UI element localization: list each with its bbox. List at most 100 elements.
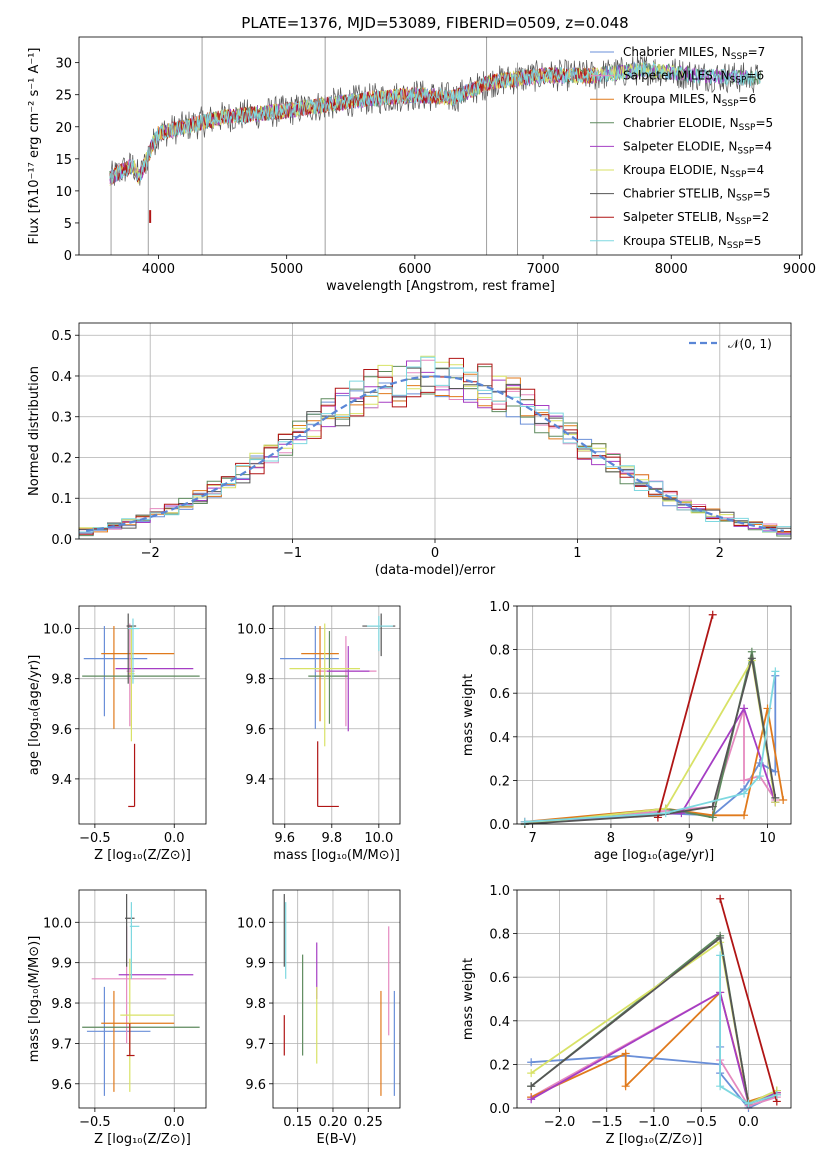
legend-entry-text: Salpeter MILES, N <box>623 69 730 83</box>
legend-entry-sub: SSP <box>731 52 748 62</box>
series-marker <box>527 1058 536 1067</box>
x-axis-label: age [log₁₀(age/yr)] <box>594 848 715 863</box>
errorbar-point-2 <box>101 990 175 1092</box>
chart-title: PLATE=1376, MJD=53089, FIBERID=0509, z=0… <box>241 14 628 32</box>
errorbar-point-0 <box>83 626 148 717</box>
errorbar-point-7 <box>317 741 339 808</box>
x-tick-label: 0.25 <box>354 1115 383 1130</box>
legend-entry-suffix: =5 <box>755 116 773 130</box>
y-axis: 0.0 0.2 0.4 0.6 0.8 1.0 <box>489 600 791 833</box>
legend-entry-text: Kroupa MILES, N <box>623 92 722 106</box>
legend-entry: Kroupa MILES, NSSP=6 <box>623 92 756 109</box>
series-marker <box>708 802 717 811</box>
y-axis: 9.6 9.7 9.8 9.9 10.0 <box>43 916 206 1093</box>
series-marker <box>527 1082 536 1091</box>
series-marker <box>755 772 764 781</box>
legend-entry: Salpeter ELODIE, NSSP=4 <box>623 139 772 156</box>
plot-area <box>78 355 791 539</box>
x-tick-label: 9.8 <box>321 831 342 846</box>
errorbar-point-7 <box>128 743 136 808</box>
errorbar-point-5 <box>289 623 361 747</box>
panel-weight-vs-age: 7 8 9 10 0.0 0.2 0.4 0.6 0.8 1.0 age [log₁₀(age/yr… <box>461 600 792 863</box>
series-line <box>657 614 714 818</box>
panel-mass-vs-z: −0.5 0.0 9.6 9.7 9.8 9.9 10.0 Z [log₁₀(Z/Z⊙)] ma… <box>27 889 207 1147</box>
series-marker <box>708 813 717 822</box>
y-tick-label: 1.0 <box>489 884 510 899</box>
y-axis-label: Normed distribution <box>27 366 42 496</box>
plot-area <box>82 894 200 1096</box>
y-tick-label: 1.0 <box>489 600 510 615</box>
legend-entry-text: Chabrier ELODIE, N <box>623 116 739 130</box>
y-axis-label: mass weight <box>461 674 476 756</box>
errorbar-point-4 <box>327 646 370 732</box>
series-marker <box>520 817 529 826</box>
series-marker <box>744 1099 753 1108</box>
y-tick-label: 9.8 <box>245 997 266 1012</box>
y-axis-label: mass weight <box>461 958 476 1040</box>
legend-entry-text: Salpeter STELIB, N <box>623 210 735 224</box>
y-tick-label: 9.8 <box>245 673 266 688</box>
y-tick-label: 0.2 <box>489 774 510 789</box>
panel-residuals: −2 −1 0 1 2 0.0 0.1 0.2 0.3 0.4 0.5 (data-model)/er… <box>27 322 792 578</box>
legend-entry: 𝒩(0, 1) <box>728 337 772 351</box>
x-tick-label: 0.0 <box>164 831 185 846</box>
y-tick-label: 5 <box>64 217 72 232</box>
axes-frame <box>516 889 792 1109</box>
y-tick-label: 9.4 <box>245 773 266 788</box>
legend-entry-suffix: =5 <box>753 187 771 201</box>
y-tick-label: 9.8 <box>51 673 72 688</box>
legend-entry-sub: SSP <box>730 76 747 86</box>
axes-frame <box>78 889 207 1109</box>
x-tick-label: 8000 <box>655 262 688 277</box>
y-axis: 0 5 10 15 20 25 30 <box>55 57 79 264</box>
y-tick-label: 0.6 <box>489 687 510 702</box>
x-tick-label: −0.5 <box>685 1115 717 1130</box>
weight-series-3 <box>520 647 780 828</box>
x-tick-label: −0.5 <box>79 1115 111 1130</box>
axes-frame <box>78 605 207 825</box>
series-marker <box>716 951 725 960</box>
legend-entry: Chabrier STELIB, NSSP=5 <box>623 187 771 204</box>
x-tick-label: 7 <box>529 831 537 846</box>
panel-mass-vs-ebv: 0.15 0.20 0.25 9.6 9.7 9.8 9.9 10.0 E(B-V) <box>237 889 401 1147</box>
x-tick-label: 0.0 <box>738 1115 759 1130</box>
x-tick-label: 7000 <box>527 262 560 277</box>
y-tick-label: 9.7 <box>245 1037 266 1052</box>
errorbar-point-6 <box>125 894 135 967</box>
plot-area <box>280 613 396 808</box>
x-tick-label: 8 <box>607 831 615 846</box>
weight-series-7 <box>653 610 717 822</box>
legend-entry: Salpeter STELIB, NSSP=2 <box>623 210 769 227</box>
panel-spectrum: 4000 5000 6000 7000 8000 9000 0 5 10 15 20 25 30 wave… <box>27 36 816 294</box>
y-tick-label: 9.9 <box>245 957 266 972</box>
errorbar-point-0 <box>86 986 151 1096</box>
x-tick-label: 5000 <box>270 262 303 277</box>
legend-entry-suffix: =4 <box>754 139 772 153</box>
x-axis-label: mass [log₁₀(M/M⊙)] <box>273 848 400 863</box>
x-tick-label: −0.5 <box>79 831 111 846</box>
series-marker <box>772 1090 781 1099</box>
y-axis-label: age [log₁₀(age/yr)] <box>27 655 42 776</box>
series-line <box>524 651 777 825</box>
y-tick-label: 9.8 <box>51 997 72 1012</box>
y-tick-label: 0.8 <box>489 644 510 659</box>
x-tick-label: 10 <box>759 831 776 846</box>
x-axis: −2.0 −1.5 −1.0 −0.5 0.0 <box>544 890 759 1130</box>
legend-entry: Kroupa ELODIE, NSSP=4 <box>623 163 764 180</box>
spectrum-series-8 <box>109 61 761 183</box>
x-tick-label: 9.6 <box>274 831 295 846</box>
plot-area <box>520 610 788 828</box>
series-marker <box>716 933 725 942</box>
legend-entry-suffix: =2 <box>752 210 770 224</box>
series-marker <box>661 809 670 818</box>
x-tick-label: −1.5 <box>591 1115 623 1130</box>
legend-entry: Kroupa STELIB, NSSP=5 <box>623 234 761 251</box>
weight-series-0 <box>520 671 780 828</box>
y-axis: 9.6 9.7 9.8 9.9 10.0 <box>237 916 400 1093</box>
series-marker <box>708 610 717 619</box>
y-tick-label: 0.4 <box>489 1015 510 1030</box>
plot-area <box>109 37 761 255</box>
errorbar-point-2 <box>101 626 175 729</box>
axes-frame <box>516 605 792 825</box>
